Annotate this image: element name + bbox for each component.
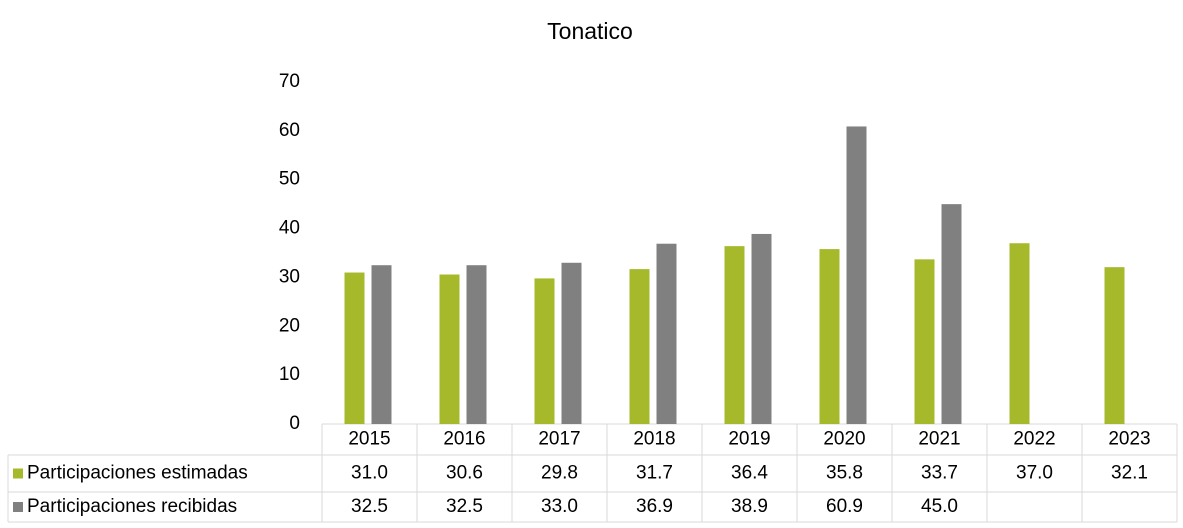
table-value: 35.8 [826,463,863,484]
y-tick-label: 30 [279,266,300,287]
bar [751,233,772,424]
table-value: 36.9 [636,496,673,517]
legend-label: Participaciones estimadas [27,463,248,484]
y-tick-label: 50 [279,169,300,190]
y-tick-label: 60 [279,120,300,141]
y-tick-label: 10 [279,364,300,385]
table-value: 32.1 [1111,463,1148,484]
table-value: 31.0 [351,463,388,484]
y-tick-label: 70 [279,71,300,92]
y-tick-label: 0 [289,413,300,434]
table-value: 37.0 [1016,463,1053,484]
table-value: 30.6 [446,463,483,484]
table-value: 32.5 [446,496,483,517]
y-tick-label: 20 [279,315,300,336]
bar [629,269,650,424]
bar [656,243,677,424]
x-tick-label: 2021 [918,429,960,450]
bar [1009,243,1030,424]
bar [819,249,840,424]
table-value: 38.9 [731,496,768,517]
legend-label: Participaciones recibidas [27,496,237,517]
x-tick-label: 2023 [1108,429,1150,450]
bar [846,126,867,425]
table-value: 45.0 [921,496,958,517]
table-value: 29.8 [541,463,578,484]
x-tick-label: 2017 [538,429,580,450]
bar [724,246,745,424]
table-value: 33.0 [541,496,578,517]
y-tick-label: 40 [279,218,300,239]
bar [561,262,582,424]
x-tick-label: 2016 [443,429,485,450]
table-value: 32.5 [351,496,388,517]
chart-title: Tonatico [547,18,633,44]
bar [941,204,962,424]
table-value: 33.7 [921,463,958,484]
x-tick-label: 2018 [633,429,675,450]
bar [466,265,487,424]
bar [439,274,460,424]
x-tick-label: 2015 [348,429,390,450]
legend-key [13,468,23,479]
table-value: 36.4 [731,463,768,484]
legend-key [13,502,23,512]
bar [534,278,555,424]
bar [914,259,935,424]
x-tick-label: 2022 [1013,429,1055,450]
x-tick-label: 2019 [728,429,770,450]
bar [1104,267,1125,424]
table-value: 31.7 [636,463,673,484]
bar [344,272,365,424]
table-value: 60.9 [826,496,863,517]
bar [371,265,392,424]
x-tick-label: 2020 [823,429,865,450]
